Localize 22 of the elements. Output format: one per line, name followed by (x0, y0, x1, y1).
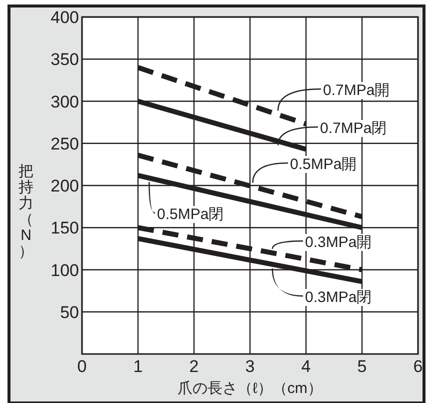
x-tick-label: 0 (77, 357, 87, 376)
y-tick-label: 50 (60, 302, 79, 322)
y-tick-label: 300 (50, 92, 79, 112)
x-axis-title: 爪の長さ（ℓ）（cm） (178, 380, 322, 397)
y-tick-label: 250 (50, 134, 79, 154)
y-tick-label: 100 (50, 260, 79, 280)
series-label: 0.5MPa閉 (157, 206, 224, 223)
x-tick-label: 3 (245, 357, 255, 376)
x-tick-label: 6 (413, 357, 423, 376)
legend-label: 0.5MPa開 (290, 156, 357, 173)
y-tick-label: 200 (50, 176, 79, 196)
legend-label: 0.7MPa開 (323, 82, 390, 99)
x-tick-label: 5 (357, 357, 367, 376)
y-tick-label: 350 (50, 50, 79, 70)
x-tick-label: 4 (301, 357, 311, 376)
y-tick-label: 150 (50, 218, 79, 238)
legend-label: 0.7MPa閉 (320, 120, 387, 137)
x-tick-label: 2 (189, 357, 199, 376)
series-label: 0.3MPa閉 (305, 289, 372, 306)
y-tick-label: 400 (50, 8, 79, 27)
x-tick-label: 1 (133, 357, 143, 376)
y-axis-title: 把持力（N） (18, 163, 34, 260)
